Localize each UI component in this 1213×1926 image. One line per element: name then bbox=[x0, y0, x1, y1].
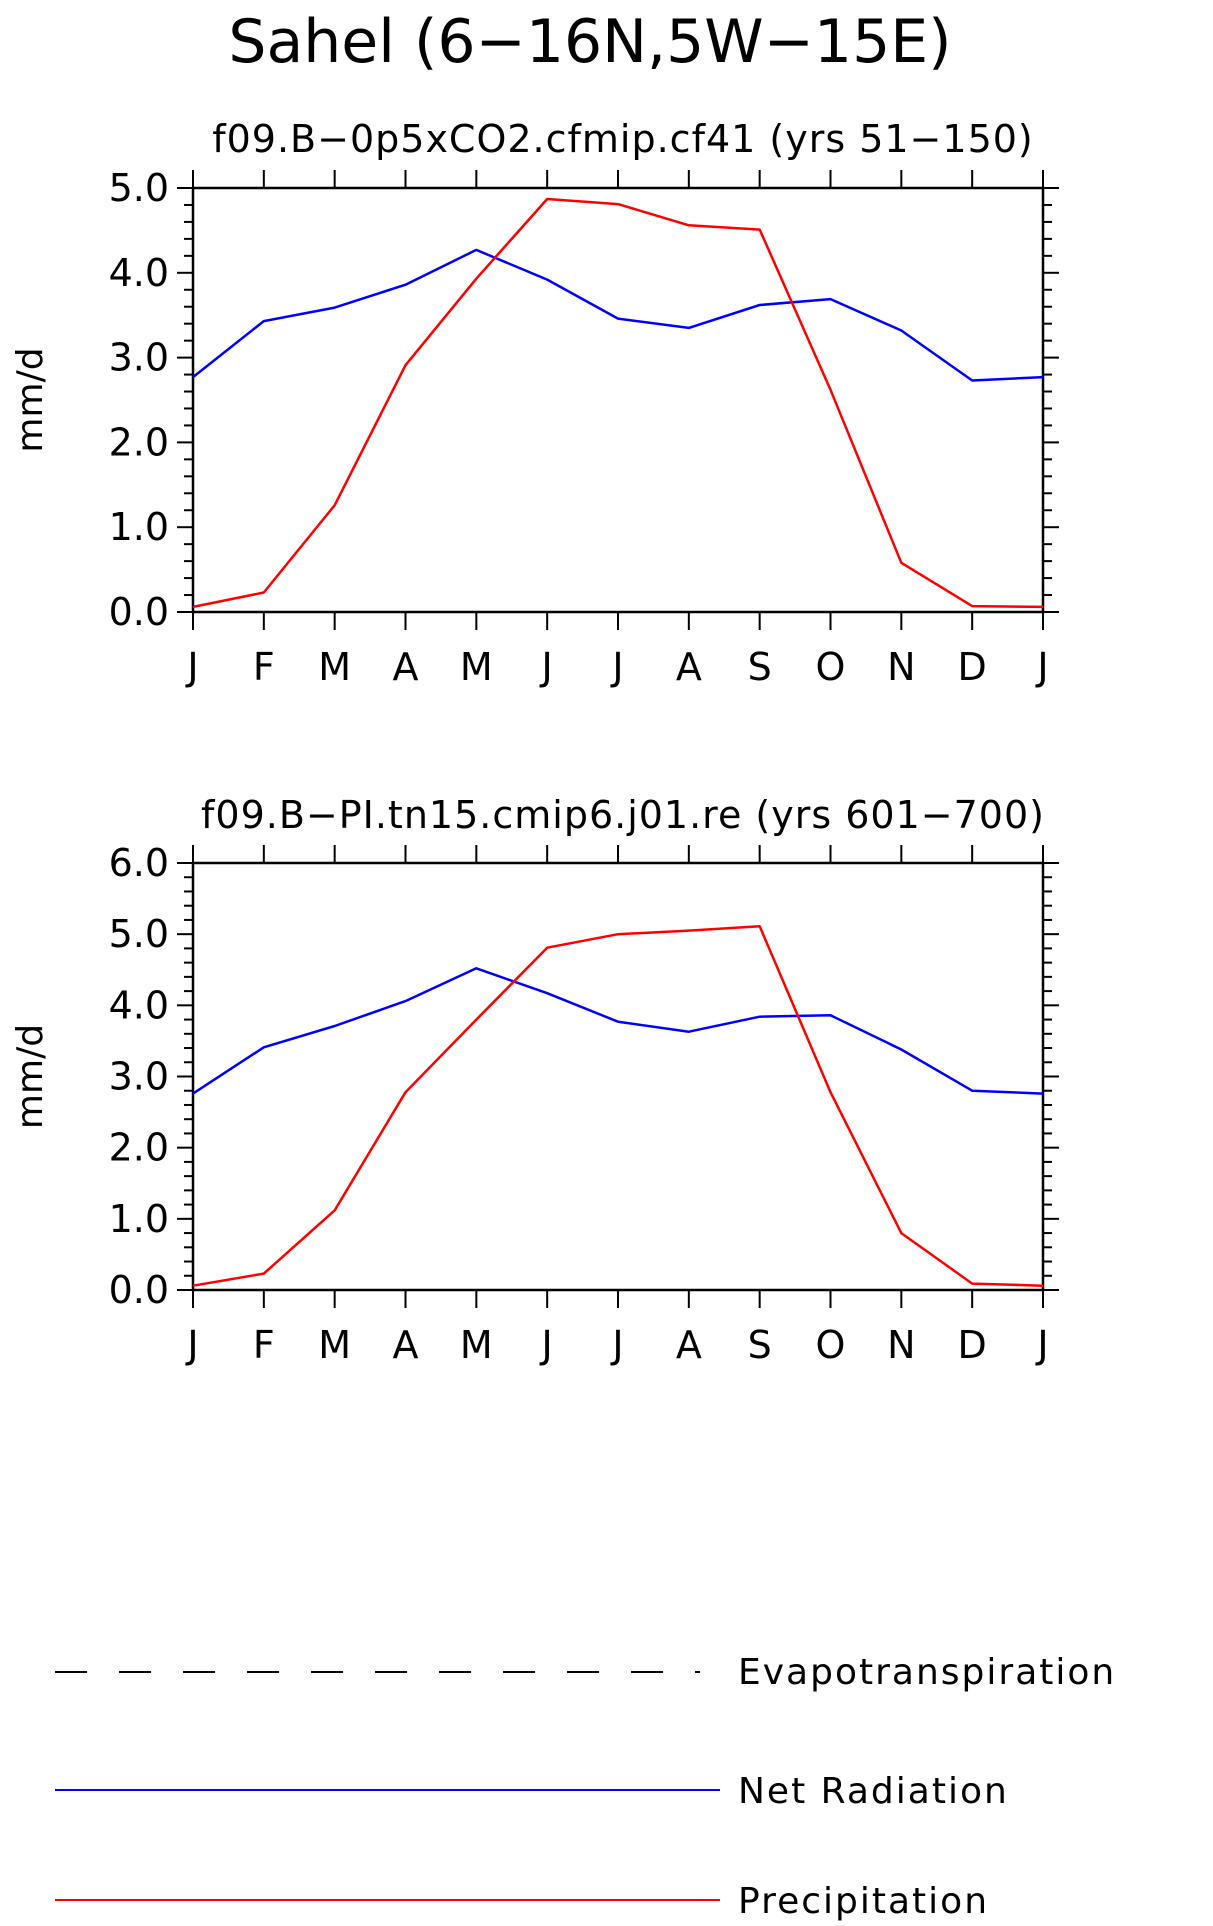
x-tick-label: A bbox=[393, 645, 419, 689]
x-tick-label: J bbox=[1035, 645, 1048, 689]
x-tick-label: A bbox=[676, 645, 702, 689]
x-tick-label: D bbox=[958, 1323, 987, 1367]
y-tick-label: 3.0 bbox=[109, 1055, 169, 1099]
x-tick-label: F bbox=[253, 1323, 275, 1367]
x-tick-label: D bbox=[958, 645, 987, 689]
y-axis-label: mm/d bbox=[10, 347, 51, 452]
series-line-precipitation bbox=[192, 925, 1044, 1287]
plot-frame bbox=[191, 186, 1045, 614]
series-line-net-radiation bbox=[192, 248, 1044, 382]
x-tick-label: A bbox=[393, 1323, 419, 1367]
y-tick-label: 5.0 bbox=[109, 912, 169, 956]
plot-frame bbox=[191, 861, 1045, 1292]
chart-panel-top: f09.B−0p5xCO2.cfmip.cf41 (yrs 51−150) mm/… bbox=[10, 117, 1059, 689]
x-tick-label: N bbox=[887, 645, 915, 689]
x-tick-label: F bbox=[253, 645, 275, 689]
y-tick-label: 4.0 bbox=[109, 983, 169, 1027]
x-tick-label: M bbox=[318, 1323, 351, 1367]
legend-label-net-radiation: Net Radiation bbox=[738, 1771, 1009, 1812]
series-line-precipitation bbox=[192, 197, 1044, 609]
y-tick-label: 6.0 bbox=[109, 841, 169, 885]
legend: Evapotranspiration Net Radiation Precipi… bbox=[55, 1652, 1116, 1922]
x-tick-label: J bbox=[610, 645, 623, 689]
chart-title: f09.B−PI.tn15.cmip6.j01.re (yrs 601−700) bbox=[201, 793, 1045, 837]
y-tick-label: 1.0 bbox=[109, 1197, 169, 1241]
x-tick-label: S bbox=[748, 645, 772, 689]
y-tick-label: 5.0 bbox=[109, 166, 169, 210]
x-tick-label: M bbox=[460, 1323, 493, 1367]
x-tick-label: M bbox=[318, 645, 351, 689]
y-axis-label: mm/d bbox=[10, 1024, 51, 1129]
y-tick-label: 0.0 bbox=[109, 1268, 169, 1312]
x-tick-label: J bbox=[610, 1323, 623, 1367]
x-tick-label: O bbox=[816, 645, 846, 689]
y-tick-label: 2.0 bbox=[109, 1126, 169, 1170]
y-tick-label: 4.0 bbox=[109, 251, 169, 295]
figure-title: Sahel (6−16N,5W−15E) bbox=[228, 7, 951, 77]
chart-title: f09.B−0p5xCO2.cfmip.cf41 (yrs 51−150) bbox=[212, 117, 1034, 161]
x-tick-label: J bbox=[185, 1323, 198, 1367]
x-tick-label: J bbox=[540, 1323, 553, 1367]
legend-label-precipitation: Precipitation bbox=[738, 1881, 989, 1922]
y-tick-label: 3.0 bbox=[109, 336, 169, 380]
x-tick-label: J bbox=[1035, 1323, 1048, 1367]
x-tick-label: N bbox=[887, 1323, 915, 1367]
x-tick-label: O bbox=[816, 1323, 846, 1367]
x-tick-label: S bbox=[748, 1323, 772, 1367]
series-line-net-radiation bbox=[192, 967, 1044, 1095]
x-tick-label: M bbox=[460, 645, 493, 689]
y-tick-label: 1.0 bbox=[109, 505, 169, 549]
x-tick-label: J bbox=[540, 645, 553, 689]
chart-panel-bottom: f09.B−PI.tn15.cmip6.j01.re (yrs 601−700)… bbox=[10, 793, 1059, 1367]
y-tick-label: 0.0 bbox=[109, 590, 169, 634]
x-tick-label: J bbox=[185, 645, 198, 689]
x-tick-label: A bbox=[676, 1323, 702, 1367]
y-tick-label: 2.0 bbox=[109, 420, 169, 464]
legend-label-evapotranspiration: Evapotranspiration bbox=[738, 1652, 1116, 1693]
